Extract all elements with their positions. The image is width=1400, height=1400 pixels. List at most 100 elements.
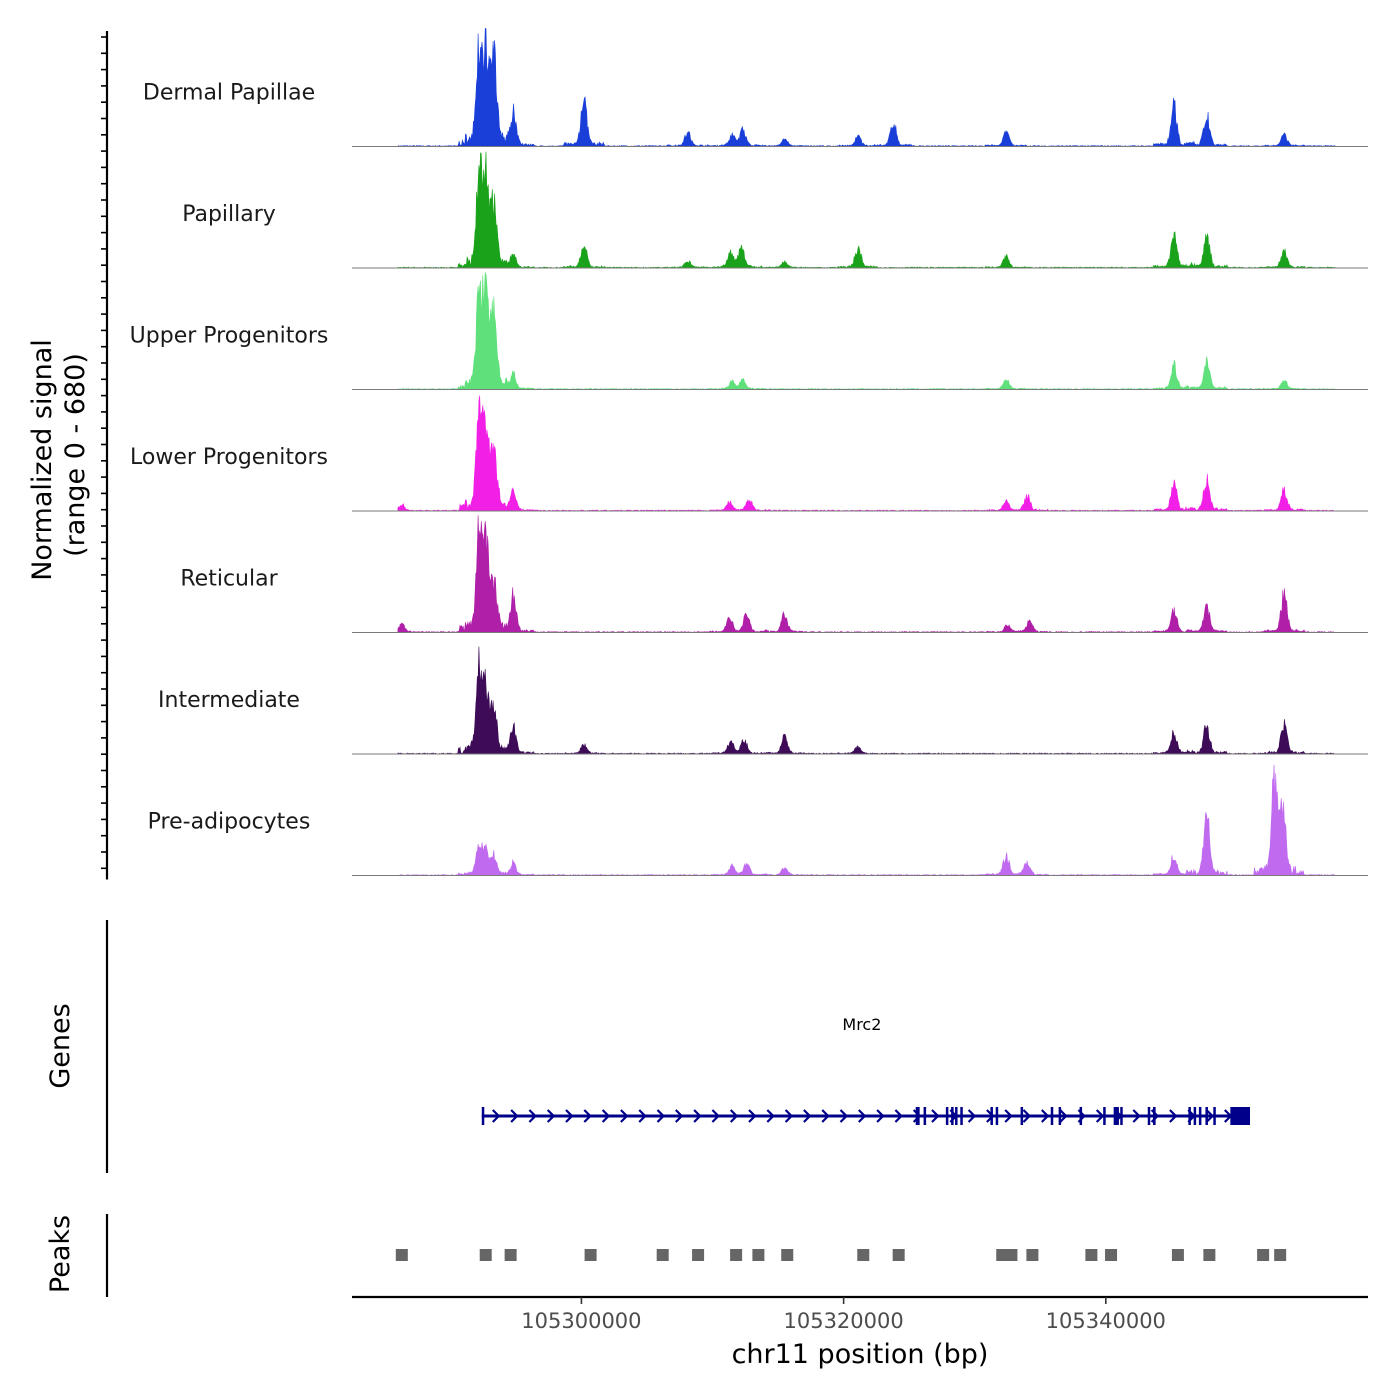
- peaks-track-label: Peaks: [45, 1215, 76, 1293]
- peak-region: [504, 1249, 517, 1261]
- peak-region: [781, 1249, 794, 1261]
- signal-tracks: [352, 28, 1368, 876]
- signal-area: [397, 28, 1336, 148]
- gene-exon: [1079, 1107, 1083, 1125]
- x-tick-label: 105320000: [783, 1309, 903, 1333]
- gene-exon: [1213, 1107, 1216, 1125]
- peak-region: [996, 1249, 1009, 1261]
- strand-arrow: [1059, 1109, 1068, 1123]
- x-tick-label: 105300000: [521, 1309, 641, 1333]
- peak-region: [857, 1249, 870, 1261]
- strand-arrow: [1205, 1109, 1215, 1123]
- signal-area: [397, 272, 1336, 390]
- peak-region: [1203, 1249, 1216, 1261]
- strand-arrow: [1041, 1109, 1050, 1123]
- strand-arrow: [492, 1109, 501, 1123]
- gene-exon: [1050, 1107, 1054, 1125]
- track-label: Dermal Papillae: [143, 81, 315, 106]
- peak-region: [395, 1249, 408, 1261]
- peak-region: [656, 1249, 669, 1261]
- strand-arrow: [729, 1109, 739, 1123]
- peak-region: [1171, 1249, 1184, 1261]
- gene-exon: [1113, 1107, 1119, 1125]
- strand-arrow: [546, 1109, 556, 1123]
- strand-arrow: [528, 1109, 537, 1123]
- strand-arrow: [1132, 1109, 1141, 1123]
- y-axis-label-range: (range 0 - 680): [60, 353, 91, 557]
- strand-arrow: [675, 1109, 684, 1123]
- peak-region: [479, 1249, 492, 1261]
- track-label: Papillary: [182, 202, 276, 227]
- peak-region: [1105, 1249, 1118, 1261]
- strand-arrow: [858, 1109, 867, 1123]
- gene-exon: [481, 1107, 485, 1125]
- track-label: Pre-adipocytes: [148, 810, 311, 835]
- gene-exon: [1205, 1107, 1208, 1125]
- x-axis: 105300000 105320000 105340000: [352, 1295, 1368, 1333]
- y-axis-label: Normalized signal: [27, 339, 58, 581]
- genes-track-label: Genes: [45, 1003, 76, 1088]
- gene-exon: [1103, 1107, 1106, 1125]
- signal-area: [397, 764, 1336, 876]
- strand-arrow: [583, 1109, 592, 1123]
- peak-region: [1005, 1249, 1018, 1261]
- strand-arrow: [931, 1109, 940, 1123]
- strand-arrow: [894, 1109, 903, 1123]
- strand-arrow: [565, 1109, 574, 1123]
- strand-arrow: [766, 1109, 775, 1123]
- strand-arrow: [876, 1109, 885, 1123]
- strand-arrow: [748, 1109, 757, 1123]
- axes: [101, 31, 109, 1297]
- strand-arrow: [967, 1109, 977, 1123]
- gene-exon: [915, 1107, 920, 1125]
- x-axis-title: chr11 position (bp): [732, 1339, 989, 1370]
- peak-region: [692, 1249, 705, 1261]
- gene-exon: [960, 1107, 963, 1125]
- strand-arrow: [601, 1109, 611, 1123]
- gene-exon: [1230, 1107, 1251, 1125]
- peak-region: [1257, 1249, 1270, 1261]
- strand-arrow: [803, 1109, 812, 1123]
- strand-arrow: [656, 1109, 666, 1123]
- strand-arrow: [693, 1109, 702, 1123]
- gene-exon: [990, 1107, 993, 1125]
- gene-exon: [1058, 1107, 1062, 1125]
- gene-name: Mrc2: [842, 1015, 881, 1034]
- track-label: Reticular: [180, 567, 278, 592]
- strand-arrow: [912, 1109, 922, 1123]
- gene-exon: [1198, 1107, 1202, 1125]
- peak-region: [584, 1249, 597, 1261]
- peak-region: [892, 1249, 905, 1261]
- peak-region: [1026, 1249, 1039, 1261]
- track-label: Upper Progenitors: [130, 324, 329, 349]
- strand-arrow: [1095, 1109, 1105, 1123]
- strand-arrow: [1022, 1109, 1032, 1123]
- strand-arrow: [510, 1109, 519, 1123]
- gene-exon: [1120, 1107, 1123, 1125]
- strand-arrow: [784, 1109, 794, 1123]
- peak-region: [1085, 1249, 1098, 1261]
- peak-track: [395, 1249, 1287, 1261]
- signal-area: [397, 395, 1336, 512]
- track-labels: Dermal Papillae Papillary Upper Progenitor…: [130, 81, 329, 835]
- gene-exon: [1153, 1107, 1156, 1125]
- strand-arrow: [1004, 1109, 1013, 1123]
- peak-region: [730, 1249, 743, 1261]
- gene-track: Mrc2: [481, 1015, 1251, 1125]
- gene-exon: [995, 1107, 999, 1125]
- strand-arrow: [638, 1109, 647, 1123]
- strand-arrow: [711, 1109, 720, 1123]
- peak-region: [752, 1249, 765, 1261]
- signal-area: [397, 646, 1336, 755]
- signal-area: [397, 151, 1336, 269]
- gene-exon: [1020, 1107, 1024, 1125]
- signal-area: [397, 515, 1336, 633]
- track-label: Lower Progenitors: [130, 445, 328, 470]
- strand-arrow: [1169, 1109, 1178, 1123]
- strand-arrow: [620, 1109, 629, 1123]
- gene-exon: [923, 1107, 927, 1125]
- gene-exon: [1193, 1107, 1197, 1125]
- strand-arrow: [821, 1109, 830, 1123]
- x-tick-label: 105340000: [1046, 1309, 1166, 1333]
